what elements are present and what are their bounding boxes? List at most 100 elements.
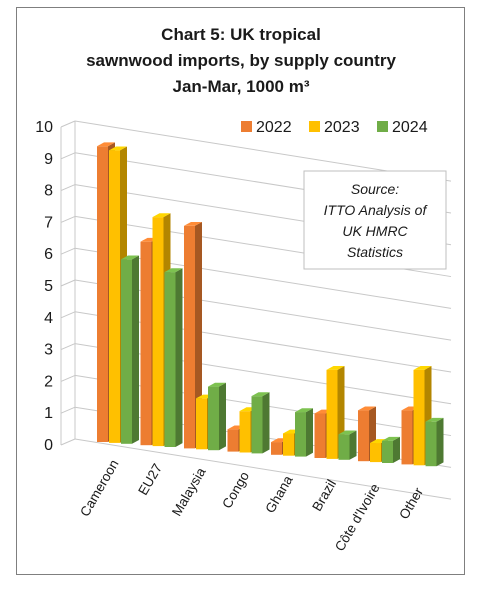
- x-category-label: Other: [396, 485, 426, 522]
- bar: [140, 241, 152, 446]
- gridline: [74, 438, 452, 500]
- bar: [109, 150, 120, 443]
- legend-swatch-2024: [377, 121, 388, 132]
- x-category-label: Congo: [219, 469, 252, 511]
- x-axis-categories: Cameroon EU27 Malaysia Congo Ghana BrazilCôte…: [77, 457, 426, 554]
- y-tick-label: 4: [44, 310, 53, 327]
- y-tick-label: 9: [44, 151, 53, 168]
- x-category-label: Brazil: [309, 477, 339, 514]
- source-note-line-2: ITTO Analysis of: [324, 202, 429, 218]
- bar-top: [208, 382, 226, 387]
- y-tick-label: 10: [35, 119, 53, 136]
- bar-top: [326, 366, 345, 370]
- bar: [196, 398, 207, 450]
- bar: [184, 225, 195, 449]
- legend-swatch-2023: [309, 121, 320, 132]
- gridline-side: [60, 438, 76, 446]
- bar-side: [219, 382, 226, 451]
- y-tick-label: 3: [44, 342, 53, 359]
- bar-group-cameroon: [97, 142, 139, 444]
- legend: 2022 2023 2024: [241, 119, 428, 136]
- bar-group-malaysia: [184, 221, 226, 451]
- y-tick-label: 0: [44, 437, 53, 454]
- source-note: Source: ITTO Analysis of UK HMRC Statist…: [303, 170, 447, 270]
- x-category-label: Côte d'Ivoire: [332, 481, 383, 554]
- bar-top: [109, 146, 127, 151]
- bar: [338, 434, 350, 460]
- bar: [295, 412, 306, 457]
- bar-group-congo: [227, 392, 270, 454]
- bar: [382, 440, 393, 463]
- chart-title-line-3: Jan-Mar, 1000 m³: [172, 77, 309, 96]
- bar: [401, 410, 413, 465]
- bar-top: [251, 392, 270, 397]
- bar: [239, 411, 251, 453]
- bar-side: [195, 221, 202, 449]
- gridline-side: [60, 279, 76, 287]
- bar-side: [436, 417, 444, 467]
- bar-side: [393, 436, 400, 463]
- source-note-line-3: UK HMRC: [342, 223, 408, 239]
- gridline-side: [60, 184, 76, 192]
- x-category-label: Cameroon: [77, 457, 122, 519]
- bar-top: [152, 213, 171, 218]
- bar-top: [382, 436, 400, 441]
- chart-title: Chart 5: UK tropical sawnwood imports, b…: [86, 25, 396, 96]
- bar-chart-3d: Chart 5: UK tropical sawnwood imports, b…: [35, 25, 452, 554]
- bar-top: [358, 406, 376, 411]
- gridline-side: [60, 215, 76, 223]
- bar: [97, 146, 108, 442]
- bar: [413, 369, 425, 466]
- bar: [314, 413, 326, 458]
- bar: [283, 433, 294, 456]
- bar: [370, 443, 381, 463]
- gridline-side: [60, 343, 76, 351]
- y-tick-label: 8: [44, 183, 53, 200]
- bar: [121, 259, 132, 444]
- legend-label-2022: 2022: [256, 119, 292, 136]
- bar-top: [184, 221, 202, 226]
- x-category-label: Malaysia: [169, 465, 209, 519]
- bar: [425, 421, 437, 467]
- gridline-side: [60, 311, 76, 319]
- bar-side: [262, 392, 270, 454]
- gridline-side: [60, 406, 76, 414]
- legend-label-2024: 2024: [392, 119, 428, 136]
- source-note-box: [303, 170, 447, 270]
- bar-group-brazil: [314, 366, 357, 460]
- bar-top: [295, 408, 313, 413]
- bar: [326, 369, 338, 459]
- source-note-line-4: Statistics: [347, 244, 403, 260]
- bar: [227, 429, 239, 452]
- chart-frame: Chart 5: UK tropical sawnwood imports, b…: [16, 7, 465, 575]
- source-note-line-1: Source:: [351, 181, 399, 197]
- bars: [97, 142, 444, 467]
- bar-side: [349, 430, 357, 460]
- y-tick-label: 1: [44, 405, 53, 422]
- bar-top: [425, 417, 444, 422]
- gridline-side: [60, 152, 76, 160]
- gridline-side: [60, 247, 76, 255]
- chart-title-line-1: Chart 5: UK tropical: [161, 25, 321, 44]
- y-tick-label: 2: [44, 373, 53, 390]
- gridline-side: [60, 120, 76, 128]
- bar: [251, 396, 263, 454]
- legend-swatch-2022: [241, 121, 252, 132]
- y-axis-ticks: 0 1 2 3 4 5 6 7 8 9 10: [35, 119, 53, 454]
- bar-side: [175, 268, 183, 447]
- bar-top: [164, 268, 183, 273]
- bar-top: [413, 366, 432, 370]
- y-tick-label: 5: [44, 278, 53, 295]
- chart-title-line-2: sawnwood imports, by supply country: [86, 51, 396, 70]
- bar-group-ghana: [271, 408, 313, 457]
- bar-group-other: [401, 366, 444, 467]
- y-tick-label: 7: [44, 214, 53, 231]
- x-category-label: Ghana: [262, 473, 296, 516]
- y-tick-label: 6: [44, 246, 53, 263]
- bar: [271, 442, 282, 455]
- bar-group-c-te-d-ivoire: [358, 406, 400, 463]
- bar: [208, 386, 219, 451]
- bar: [152, 217, 164, 447]
- bar-side: [132, 255, 139, 444]
- bar: [358, 410, 369, 462]
